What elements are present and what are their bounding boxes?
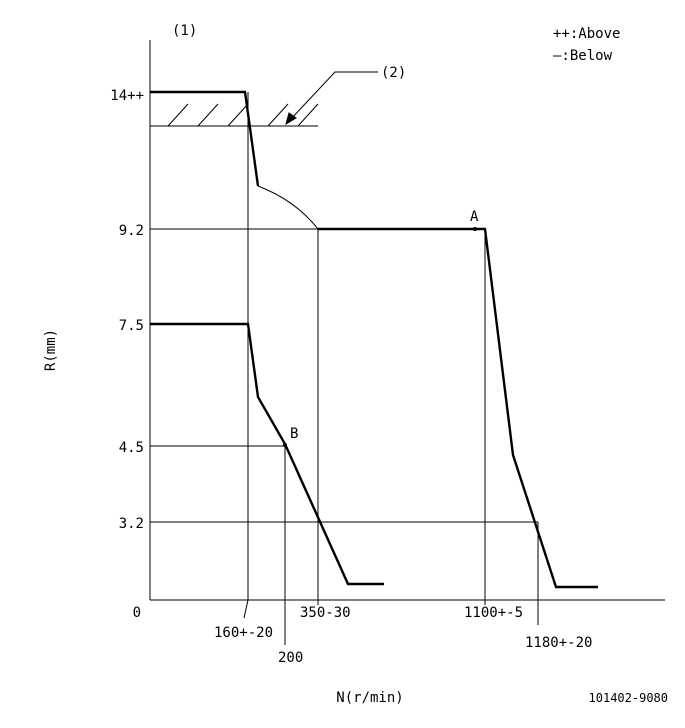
callout-label: (2) xyxy=(381,65,406,81)
x-tick-label: 1180+-20 xyxy=(525,635,592,651)
upper-curve xyxy=(318,227,598,589)
x-tick-label: 200 xyxy=(278,650,303,666)
y-tick-label: 14++ xyxy=(110,88,144,104)
point-a xyxy=(473,227,477,231)
y-axis-title: R(mm) xyxy=(43,329,59,371)
upper-curve-bend xyxy=(257,185,319,230)
y-tick-label: 9.2 xyxy=(119,223,144,239)
x-axis-title: N(r/min) xyxy=(336,690,403,706)
lower-curve xyxy=(150,322,384,586)
point-label: A xyxy=(470,209,479,225)
y-tick-label: 3.2 xyxy=(119,516,144,532)
x-tick-label: 1100+-5 xyxy=(464,605,523,621)
legend-above: ++:Above xyxy=(553,26,620,42)
x-tick-label: 350-30 xyxy=(300,605,351,621)
hatched-limit xyxy=(150,71,378,127)
y-tick-label: 0 xyxy=(133,605,141,621)
guide-lines xyxy=(150,92,539,645)
y-tick-label: 7.5 xyxy=(119,318,144,334)
drawing-code: 101402-9080 xyxy=(589,691,668,705)
legend-below: —:Below xyxy=(553,48,613,64)
point-label: B xyxy=(290,426,298,442)
x-tick-label: 160+-20 xyxy=(214,625,273,641)
point-b xyxy=(283,443,287,447)
upper-curve xyxy=(150,90,260,187)
figure-label: (1) xyxy=(172,23,197,39)
y-tick-label: 4.5 xyxy=(119,440,144,456)
